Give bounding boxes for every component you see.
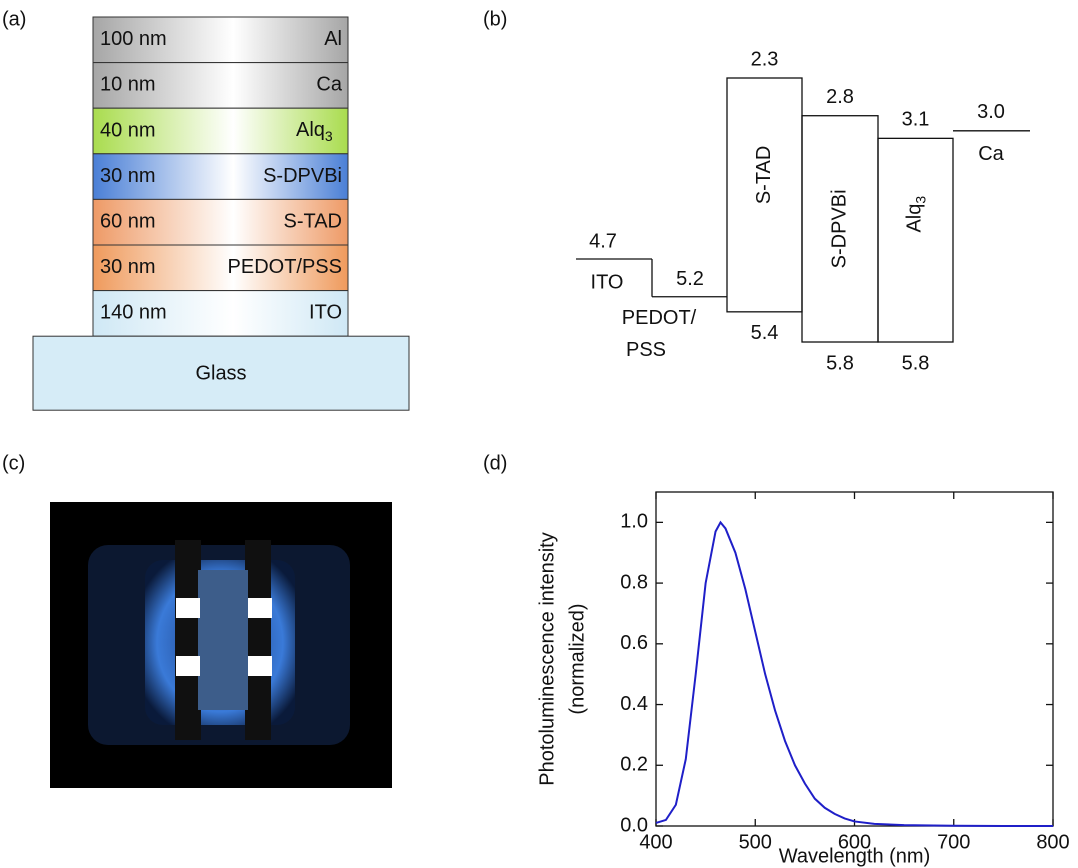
label-subscript: 3	[325, 128, 333, 144]
layer-material: S-DPVBi	[263, 165, 342, 187]
photo-pixel	[248, 598, 272, 618]
energy-box	[877, 137, 954, 343]
homo-value: 5.8	[902, 352, 930, 374]
x-tick-label: 400	[639, 831, 672, 853]
layer	[92, 153, 349, 200]
lumo-value: 3.1	[902, 109, 930, 131]
lumo-value: 2.8	[826, 86, 854, 108]
plot-frame	[655, 491, 1054, 827]
level-name: Ca	[978, 143, 1004, 165]
layer-material: Ca	[316, 74, 342, 96]
photo-pixel	[176, 656, 200, 676]
x-tick-label: 800	[1036, 831, 1069, 853]
x-tick-label: 700	[937, 831, 970, 853]
x-tick-label: 500	[739, 831, 772, 853]
layer-material: S-TAD	[283, 210, 342, 232]
level-name: PEDOT/	[622, 307, 697, 329]
homo-value: 5.4	[751, 322, 779, 344]
spectrum-line	[655, 520, 1053, 827]
layer-thickness: 100 nm	[100, 28, 167, 50]
x-tick-label: 600	[838, 831, 871, 853]
photo-electrode	[175, 540, 201, 740]
label-text: Alq	[904, 204, 926, 233]
lumo-value: 2.3	[751, 48, 779, 70]
layer-thickness: 30 nm	[100, 256, 156, 278]
layer-thickness: 30 nm	[100, 165, 156, 187]
layer-thickness: 140 nm	[100, 302, 167, 324]
level-value: 5.2	[676, 268, 704, 290]
box-name: S-TAD	[753, 146, 775, 205]
photo-pixel	[248, 656, 272, 676]
level-value: 3.0	[977, 101, 1005, 123]
layer	[92, 107, 349, 155]
y-axis-label: Photoluminescence intensity	[536, 532, 558, 785]
y-tick-label: 0.0	[620, 814, 648, 836]
layer-thickness: 10 nm	[100, 74, 156, 96]
y-tick-label: 0.4	[620, 693, 648, 715]
panel-label: (c)	[2, 452, 25, 474]
layer	[92, 16, 349, 64]
y-tick-label: 1.0	[620, 511, 648, 533]
layer	[92, 290, 349, 337]
homo-value: 5.8	[826, 352, 854, 374]
box-name: S-DPVBi	[828, 189, 850, 268]
layer-thickness: 40 nm	[100, 119, 156, 141]
label-text: Alq	[296, 119, 325, 141]
substrate	[32, 335, 410, 411]
y-tick-label: 0.8	[620, 571, 648, 593]
layer	[92, 244, 349, 292]
layer	[92, 62, 349, 109]
device-photo	[50, 502, 392, 788]
layer	[92, 198, 349, 246]
layer-thickness: 60 nm	[100, 210, 156, 232]
panel-label: (b)	[483, 8, 507, 30]
layer-material: Al	[324, 28, 342, 50]
level-value: 4.7	[589, 230, 617, 252]
x-axis-label: Wavelength (nm)	[779, 845, 931, 867]
level-name: ITO	[591, 271, 624, 293]
label-subscript: 3	[912, 196, 928, 204]
layer-material: ITO	[309, 302, 342, 324]
panel-label: (d)	[483, 452, 507, 474]
layer-material: Alq3	[296, 119, 333, 143]
box-name: Alq3	[904, 196, 928, 233]
y-axis-label: (normalized)	[566, 603, 588, 714]
layer-material: PEDOT/PSS	[228, 256, 342, 278]
panel-label: (a)	[2, 8, 26, 30]
photo-pixel	[176, 598, 200, 618]
substrate-label: Glass	[195, 362, 246, 384]
photo-electrode	[245, 540, 271, 740]
y-tick-label: 0.2	[620, 754, 648, 776]
y-tick-label: 0.6	[620, 632, 648, 654]
level-name: PSS	[626, 339, 666, 361]
photo-layer	[198, 570, 248, 710]
